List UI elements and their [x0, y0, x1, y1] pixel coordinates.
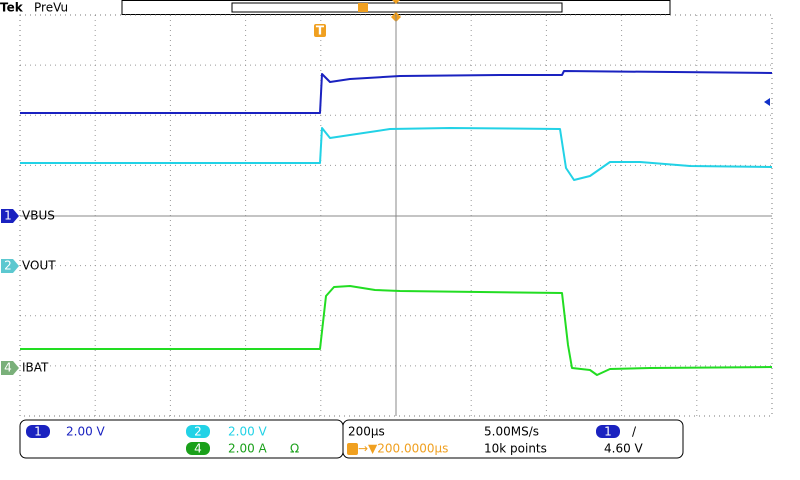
- channel-1-marker: 1: [1, 209, 19, 223]
- trigger-source-badge: [596, 425, 620, 438]
- mode: PreVu: [34, 1, 68, 15]
- ch4-bandwidth: Ω: [290, 442, 299, 456]
- ch2-badge: [186, 425, 210, 438]
- record-trigger: [358, 3, 368, 12]
- trigger-slope: /: [632, 425, 637, 439]
- waveform-ch1: [20, 70, 773, 114]
- brand: Tek: [0, 1, 24, 15]
- sample-rate: 5.00MS/s: [484, 425, 539, 439]
- channel-label: VBUS: [22, 209, 55, 223]
- center-marker: [392, 0, 400, 4]
- ch2-scale: 2.00 V: [228, 425, 268, 439]
- channel-number: 2: [4, 259, 12, 273]
- trigger-marker: T: [316, 24, 325, 38]
- ch4-number: 4: [194, 442, 202, 456]
- trigger-position: →▼200.0000µs: [358, 442, 448, 456]
- channel-number: 1: [4, 209, 12, 223]
- channel-2-marker: 2: [1, 259, 19, 273]
- graticule-border: [19, 14, 773, 417]
- timebase: 200µs: [348, 425, 385, 439]
- trigger-level: 4.60 V: [604, 442, 644, 456]
- ch1-number: 1: [34, 425, 42, 439]
- record-window: [231, 2, 563, 13]
- trigger-pos-icon: [347, 443, 358, 455]
- ch1-scale: 2.00 V: [66, 425, 106, 439]
- record-length: 10k points: [484, 442, 547, 456]
- ch1-badge: [26, 425, 50, 438]
- waveform-ch2: [20, 127, 773, 181]
- channel-label: VOUT: [22, 259, 56, 273]
- waveform-ch4: [20, 285, 773, 376]
- ch2-number: 2: [194, 425, 202, 439]
- trigger-level-arrow: [764, 98, 770, 106]
- channel-label: IBAT: [22, 361, 49, 375]
- channel-4-marker: 4: [1, 361, 19, 375]
- channel-number: 4: [4, 361, 12, 375]
- ch4-scale: 2.00 A: [228, 442, 268, 456]
- trigger-source: 1: [604, 425, 612, 439]
- trigger-marker-box: [314, 24, 326, 37]
- ch4-badge: [186, 442, 210, 455]
